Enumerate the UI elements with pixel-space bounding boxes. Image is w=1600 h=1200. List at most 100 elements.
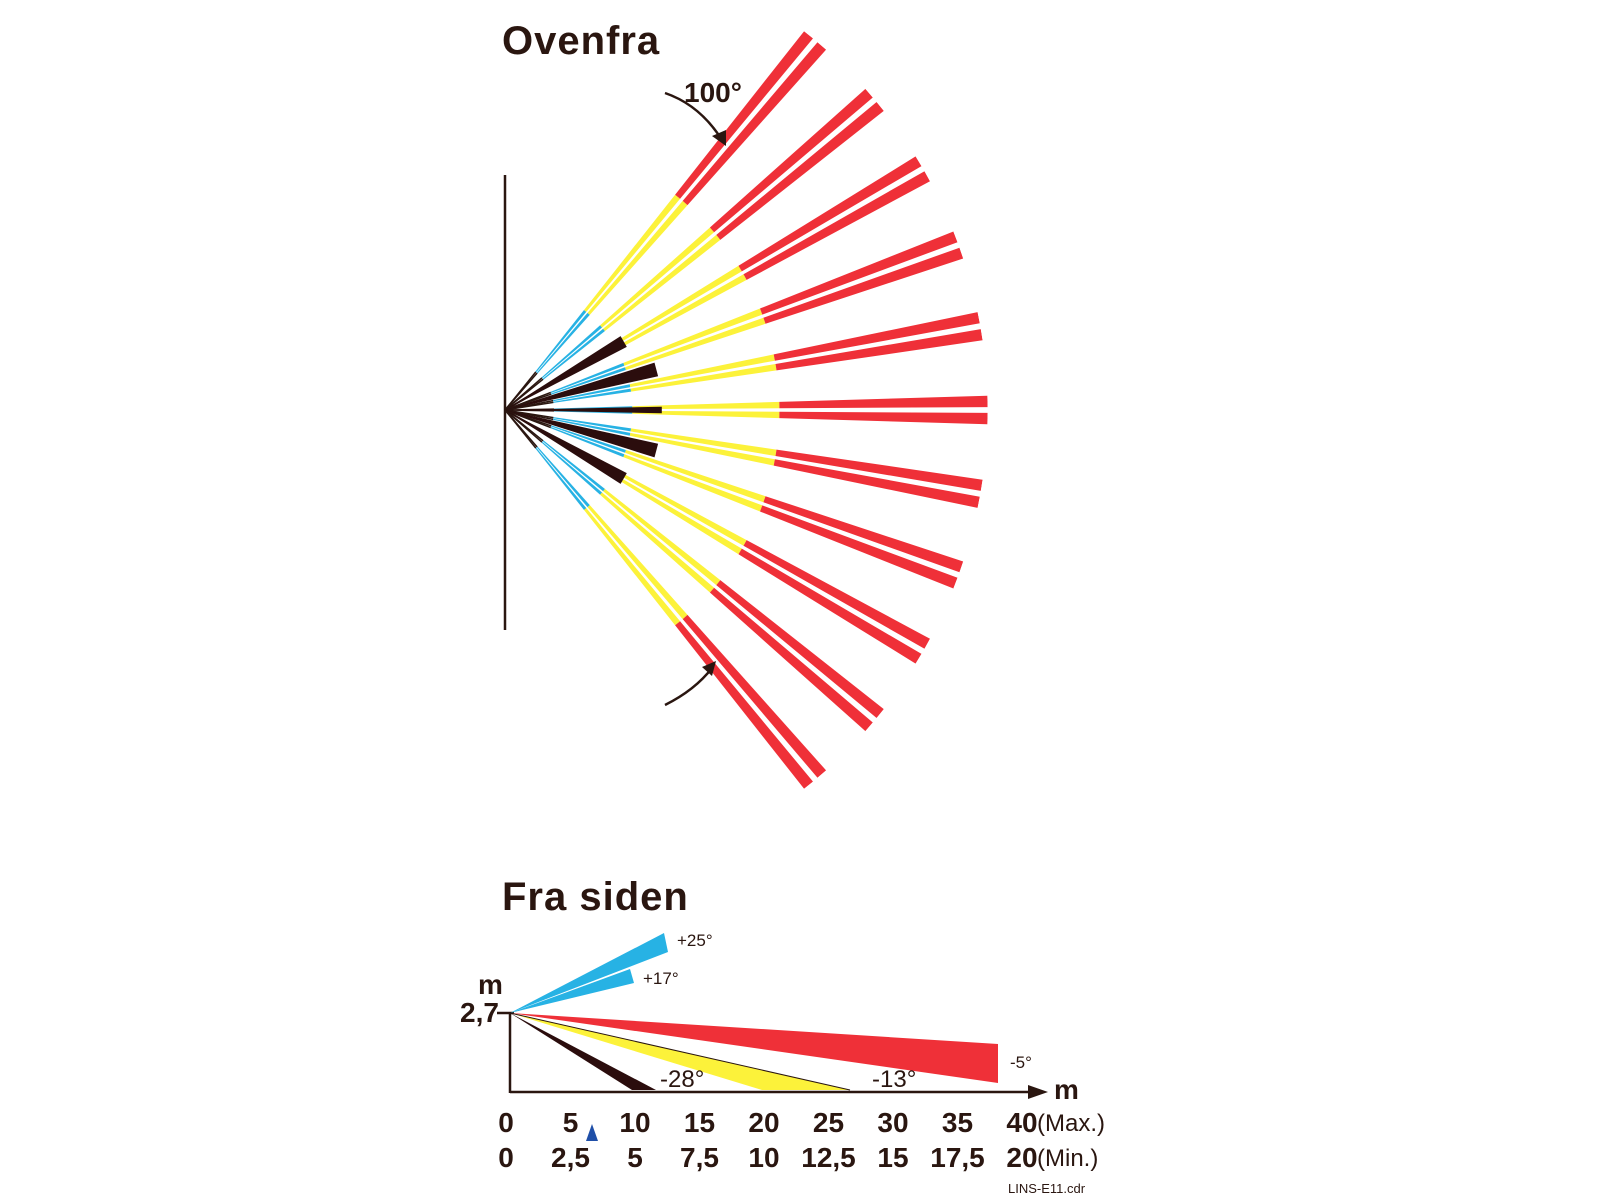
- fan-beam-red-segment: [738, 548, 922, 664]
- bottom-arrow: [664, 667, 713, 707]
- scale-tick-label: 15: [684, 1107, 715, 1138]
- fan-beam-tip: [953, 577, 965, 592]
- fan-ray-line: [504, 393, 552, 411]
- scale-tick-label: 5: [563, 1107, 579, 1138]
- fan-beam-red-segment: [763, 496, 964, 573]
- fan-beam-yellow-segment: [584, 508, 681, 626]
- fan-beam-red-segment: [743, 171, 930, 280]
- beam-label-minus-13: -13°: [872, 1066, 916, 1093]
- fan-beam-blue-segment: [553, 417, 632, 432]
- fan-beam-red-segment: [675, 31, 813, 199]
- scale-tick-label: 35: [942, 1107, 973, 1138]
- beam-minus-28: [510, 1013, 656, 1090]
- fan-beam-tip: [876, 97, 890, 111]
- fan-ray-line: [504, 378, 544, 411]
- fan-beam-blue-segment: [541, 441, 603, 495]
- fan-beam-tip: [980, 479, 990, 493]
- fan-beam-tip: [987, 395, 995, 408]
- beam-label-plus-17: +17°: [643, 969, 679, 988]
- y-unit-label: m: [478, 969, 503, 1000]
- fan-beam-blue-segment: [535, 447, 587, 510]
- scale-tick-label: 40: [1006, 1107, 1037, 1138]
- fan-close-range-beam: [505, 336, 627, 410]
- fan-beam-yellow-segment: [603, 234, 721, 331]
- fan-ray-line: [504, 409, 552, 429]
- fan-beam-tip: [915, 653, 928, 668]
- beam-label-minus-28: -28°: [660, 1066, 704, 1093]
- beam-label-minus-5: -5°: [1010, 1053, 1032, 1072]
- file-label: LINS-E11.cdr: [1008, 1181, 1086, 1196]
- fan-beam-yellow-segment: [584, 194, 681, 312]
- scale-tick-label: 10: [619, 1107, 650, 1138]
- scale-tick-label: 0: [498, 1107, 514, 1138]
- fan-beam-yellow-segment: [615, 470, 747, 546]
- fan-beam-red-segment: [682, 42, 827, 206]
- fan-beam-yellow-segment: [632, 410, 780, 419]
- fan-close-range-beam: [505, 362, 659, 410]
- fan-beam-red-segment: [763, 247, 964, 324]
- fan-beam-tip: [987, 412, 995, 425]
- fan-beam-tip: [959, 561, 971, 575]
- fan-beam-tip: [876, 709, 890, 723]
- scale-tick-label: 5: [627, 1142, 643, 1173]
- top-arrow-head: [712, 130, 726, 146]
- fan-beam-blue-segment: [553, 384, 631, 402]
- fan-beam-tip: [977, 496, 987, 510]
- fan-beam-red-segment: [773, 312, 980, 361]
- fan-beam-red-segment: [779, 411, 988, 425]
- fan-beam-yellow-segment: [630, 428, 777, 456]
- beam-minus-13-edge: [509, 1012, 851, 1091]
- fan-ray-line: [504, 409, 554, 421]
- fan-beam-blue-segment: [535, 310, 587, 373]
- scale-tick-label: 20: [1006, 1142, 1037, 1173]
- fan-beam-tip: [804, 25, 818, 39]
- scale-tick-label: 2,5: [551, 1142, 590, 1173]
- scale-tick-label: 30: [877, 1107, 908, 1138]
- beam-plus-17: [510, 969, 634, 1013]
- fan-beam-red-segment: [775, 449, 983, 491]
- fan-beam-tip: [915, 152, 928, 167]
- fan-beam-tip: [924, 167, 937, 182]
- scale-tick-label: 7,5: [680, 1142, 719, 1173]
- fan-beam-blue-segment: [542, 328, 605, 380]
- fan-beam-red-segment: [760, 231, 958, 315]
- fan-beam-yellow-segment: [613, 474, 742, 555]
- fan-beam-tip: [804, 781, 818, 795]
- fan-beam-red-segment: [775, 329, 983, 371]
- fan-beam-blue-segment: [542, 440, 605, 492]
- scale-max-label: (Max.): [1037, 1110, 1105, 1137]
- fan-beam-tip: [959, 245, 971, 259]
- fan-ray-line: [504, 409, 537, 449]
- fan-beam-blue-segment: [550, 427, 625, 458]
- side-view-title: Fra siden: [502, 875, 689, 919]
- fan-beam-blue-segment: [553, 418, 631, 436]
- beam-minus-5: [510, 1013, 998, 1083]
- fan-beam-yellow-segment: [625, 450, 766, 503]
- x-axis-arrowhead: [1028, 1085, 1048, 1099]
- scale-min-ticks: 0 2,5 5 7,5 10 12,5 15 17,5 20: [498, 1142, 1037, 1173]
- fan-beam-red-segment: [738, 156, 922, 272]
- fan-beam-tip: [817, 770, 831, 784]
- scale-tick-label: 20: [748, 1107, 779, 1138]
- scale-tick-label: 10: [748, 1142, 779, 1173]
- fan-beam-red-segment: [743, 540, 930, 649]
- fan-ray-line: [504, 401, 554, 411]
- fan-beam-yellow-segment: [615, 274, 747, 350]
- fan-beam-tip: [953, 228, 965, 243]
- scale-min-label: (Min.): [1037, 1145, 1098, 1172]
- fan-close-range-beam: [505, 410, 659, 458]
- fan-close-range-beam: [505, 406, 662, 414]
- fan-beam-yellow-segment: [600, 227, 715, 328]
- fan-beam-yellow-segment: [613, 265, 742, 346]
- fan-beam-blue-segment: [550, 362, 625, 393]
- fan-beam-tip: [865, 84, 879, 98]
- bottom-arrow-head: [702, 661, 716, 676]
- x-unit-label: m: [1054, 1074, 1079, 1105]
- scale-tick-label: 17,5: [930, 1142, 985, 1173]
- mount-position-marker: [586, 1124, 598, 1141]
- fan-beam-red-segment: [709, 587, 873, 732]
- fan-beam-red-segment: [760, 505, 958, 589]
- scale-tick-label: 0: [498, 1142, 514, 1173]
- fan-beam-red-segment: [773, 459, 980, 508]
